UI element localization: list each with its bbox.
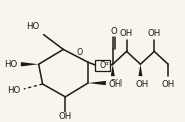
Text: O: O <box>110 27 117 36</box>
Text: HO: HO <box>26 22 39 31</box>
Text: O: O <box>100 61 106 70</box>
Text: OH: OH <box>136 80 149 88</box>
Text: OH: OH <box>120 29 133 38</box>
FancyBboxPatch shape <box>95 60 110 71</box>
Text: OH: OH <box>108 80 121 88</box>
Polygon shape <box>138 64 142 76</box>
Text: HO: HO <box>7 86 21 95</box>
Text: O: O <box>76 48 82 57</box>
Text: OH: OH <box>162 80 175 88</box>
Text: HO: HO <box>4 60 18 69</box>
Text: OH: OH <box>148 29 161 38</box>
Text: α: α <box>104 61 108 66</box>
Polygon shape <box>21 62 39 66</box>
Text: OH: OH <box>109 79 122 87</box>
Polygon shape <box>111 64 115 76</box>
Text: OH: OH <box>59 112 72 121</box>
Polygon shape <box>88 81 106 85</box>
